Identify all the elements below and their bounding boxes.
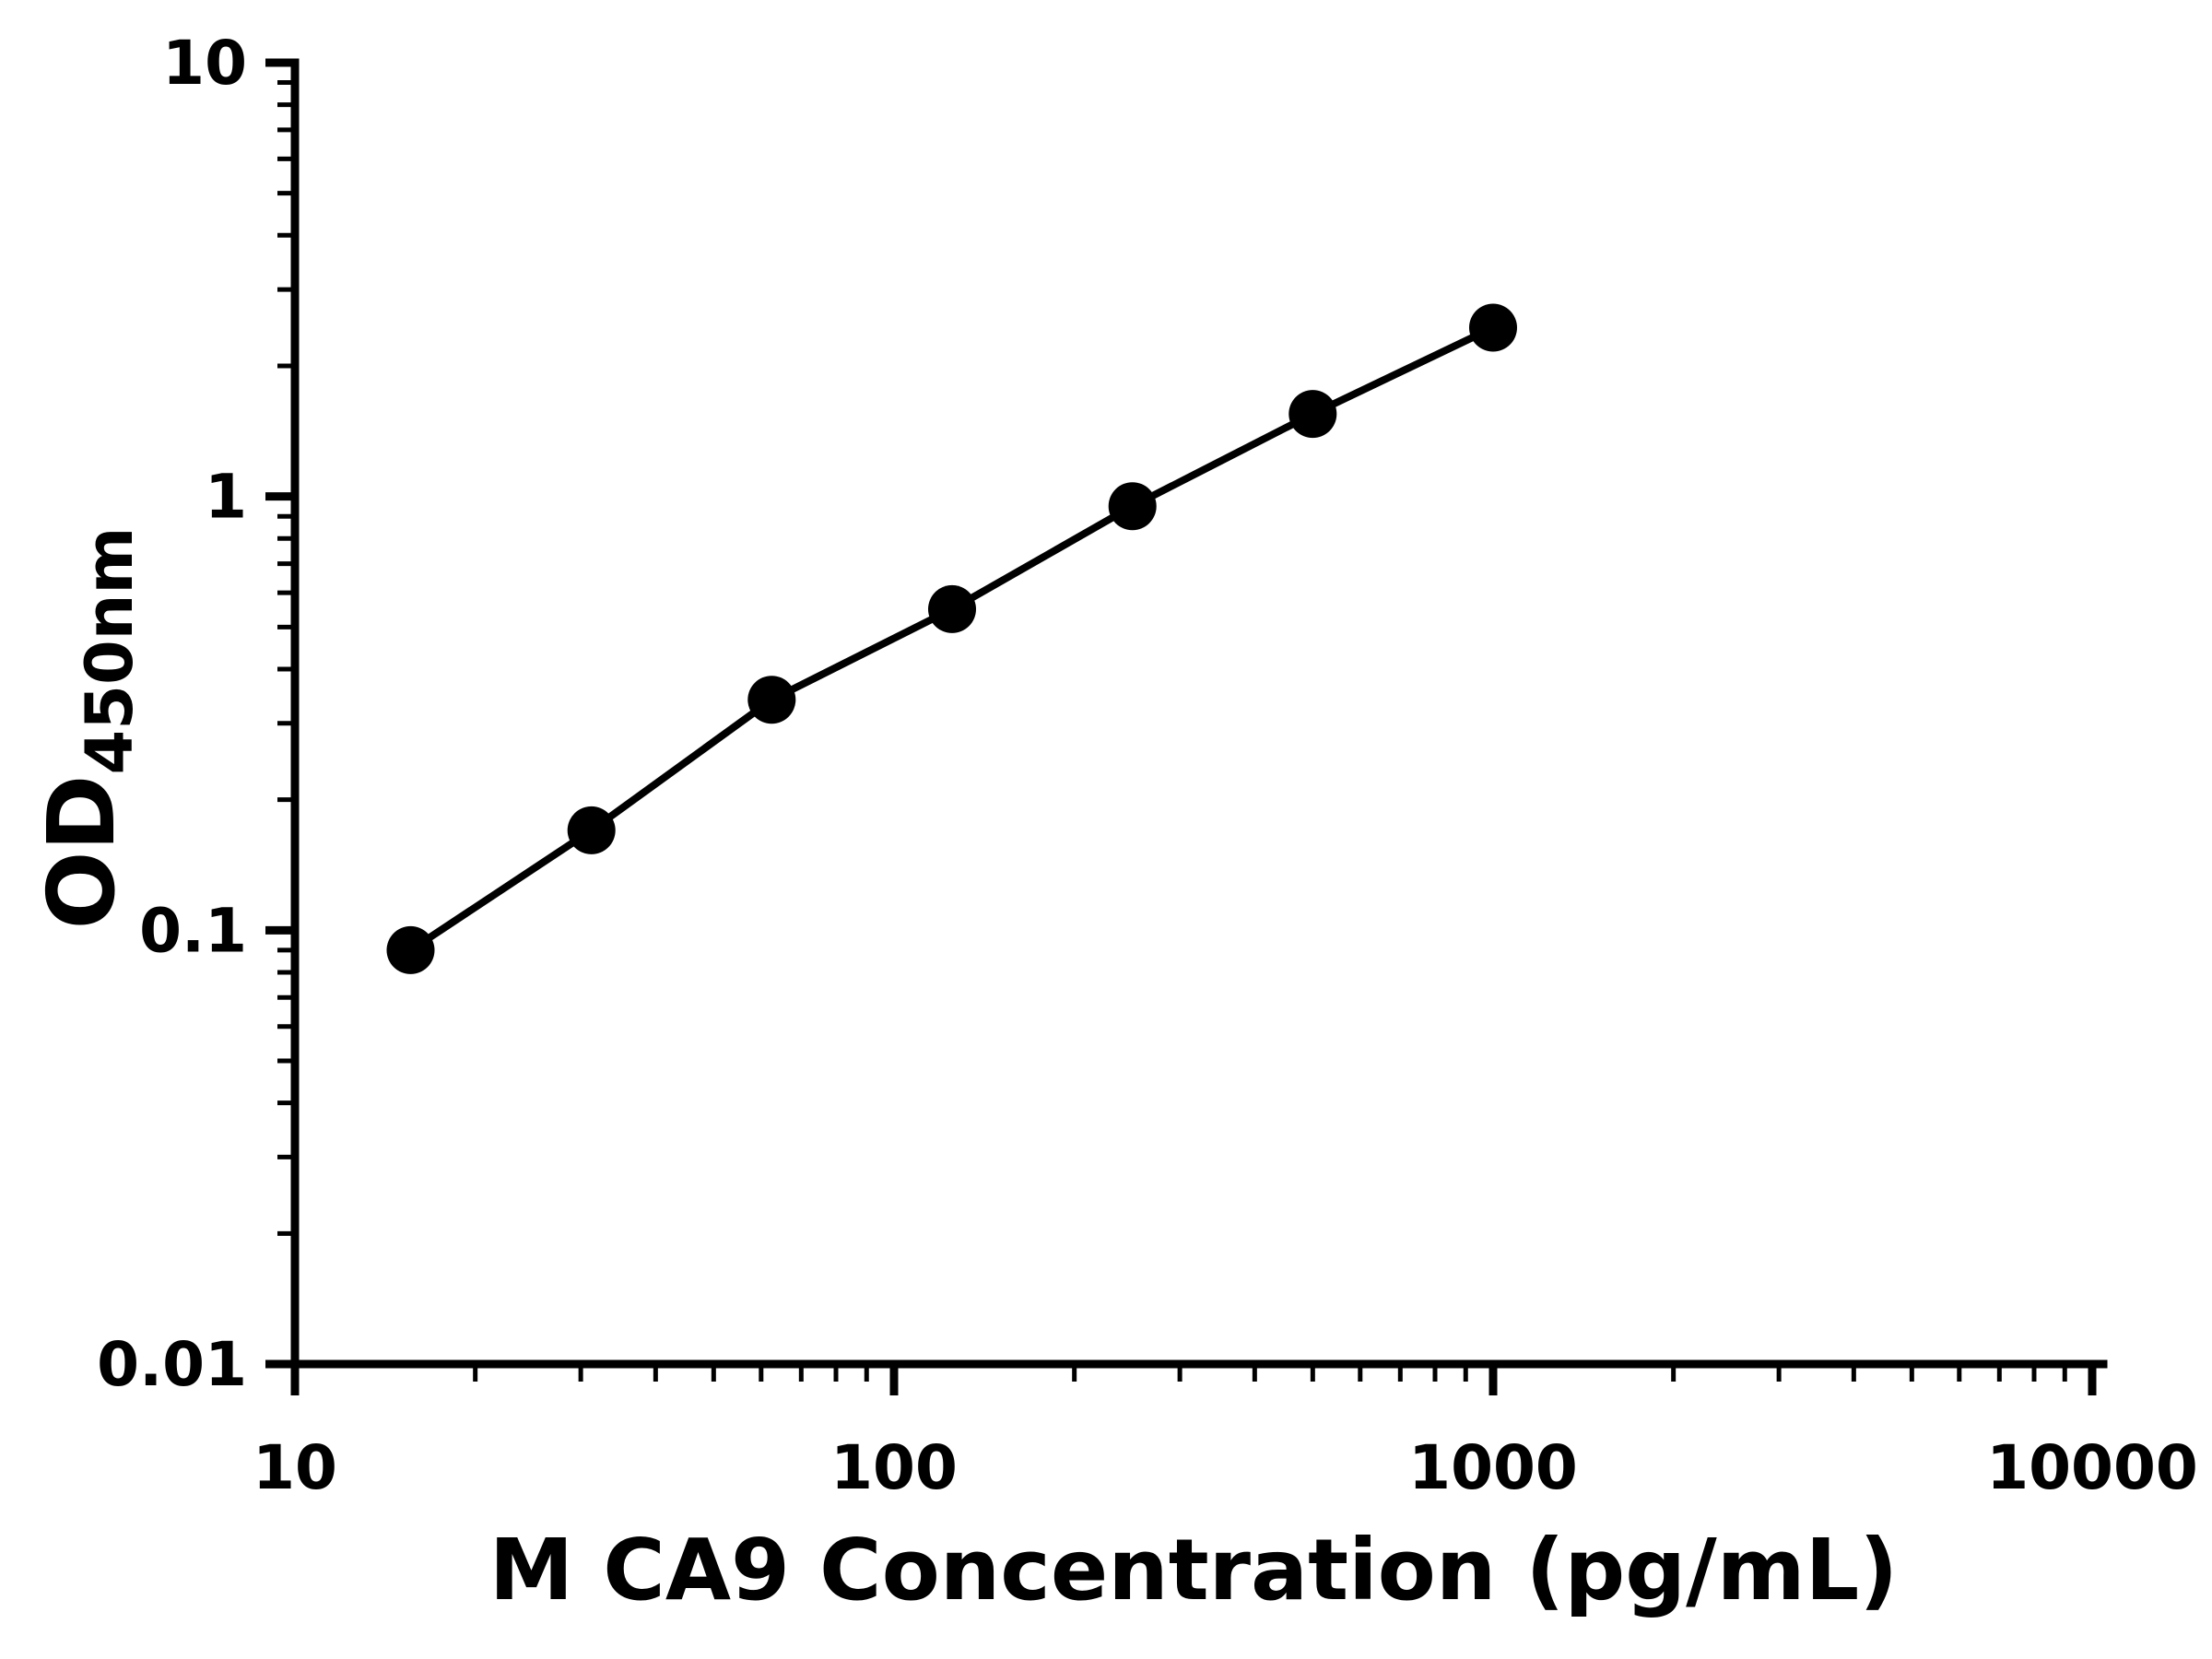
x-axis-title: M CA9 Concentration (pg/mL) bbox=[488, 1521, 1899, 1619]
y-axis-title-main: OD bbox=[28, 774, 135, 930]
y-tick-label: 0.01 bbox=[97, 1329, 247, 1400]
y-axis-title: OD450nm bbox=[28, 527, 147, 930]
x-tick-label: 10 bbox=[253, 1432, 337, 1503]
y-axis-title-subscript: 450nm bbox=[72, 526, 147, 775]
data-point bbox=[1108, 482, 1157, 531]
y-tick-label: 0.1 bbox=[139, 895, 247, 966]
x-tick-label: 1000 bbox=[1408, 1432, 1578, 1503]
data-point bbox=[928, 584, 976, 633]
data-point bbox=[747, 676, 796, 724]
data-point bbox=[1288, 390, 1337, 439]
x-tick-label: 100 bbox=[830, 1432, 958, 1503]
x-tick-label: 10000 bbox=[1986, 1432, 2198, 1503]
y-tick-label: 1 bbox=[205, 462, 247, 533]
y-tick-label: 10 bbox=[162, 28, 247, 99]
data-point bbox=[567, 806, 616, 854]
data-point bbox=[386, 925, 435, 974]
data-point bbox=[1469, 303, 1517, 352]
